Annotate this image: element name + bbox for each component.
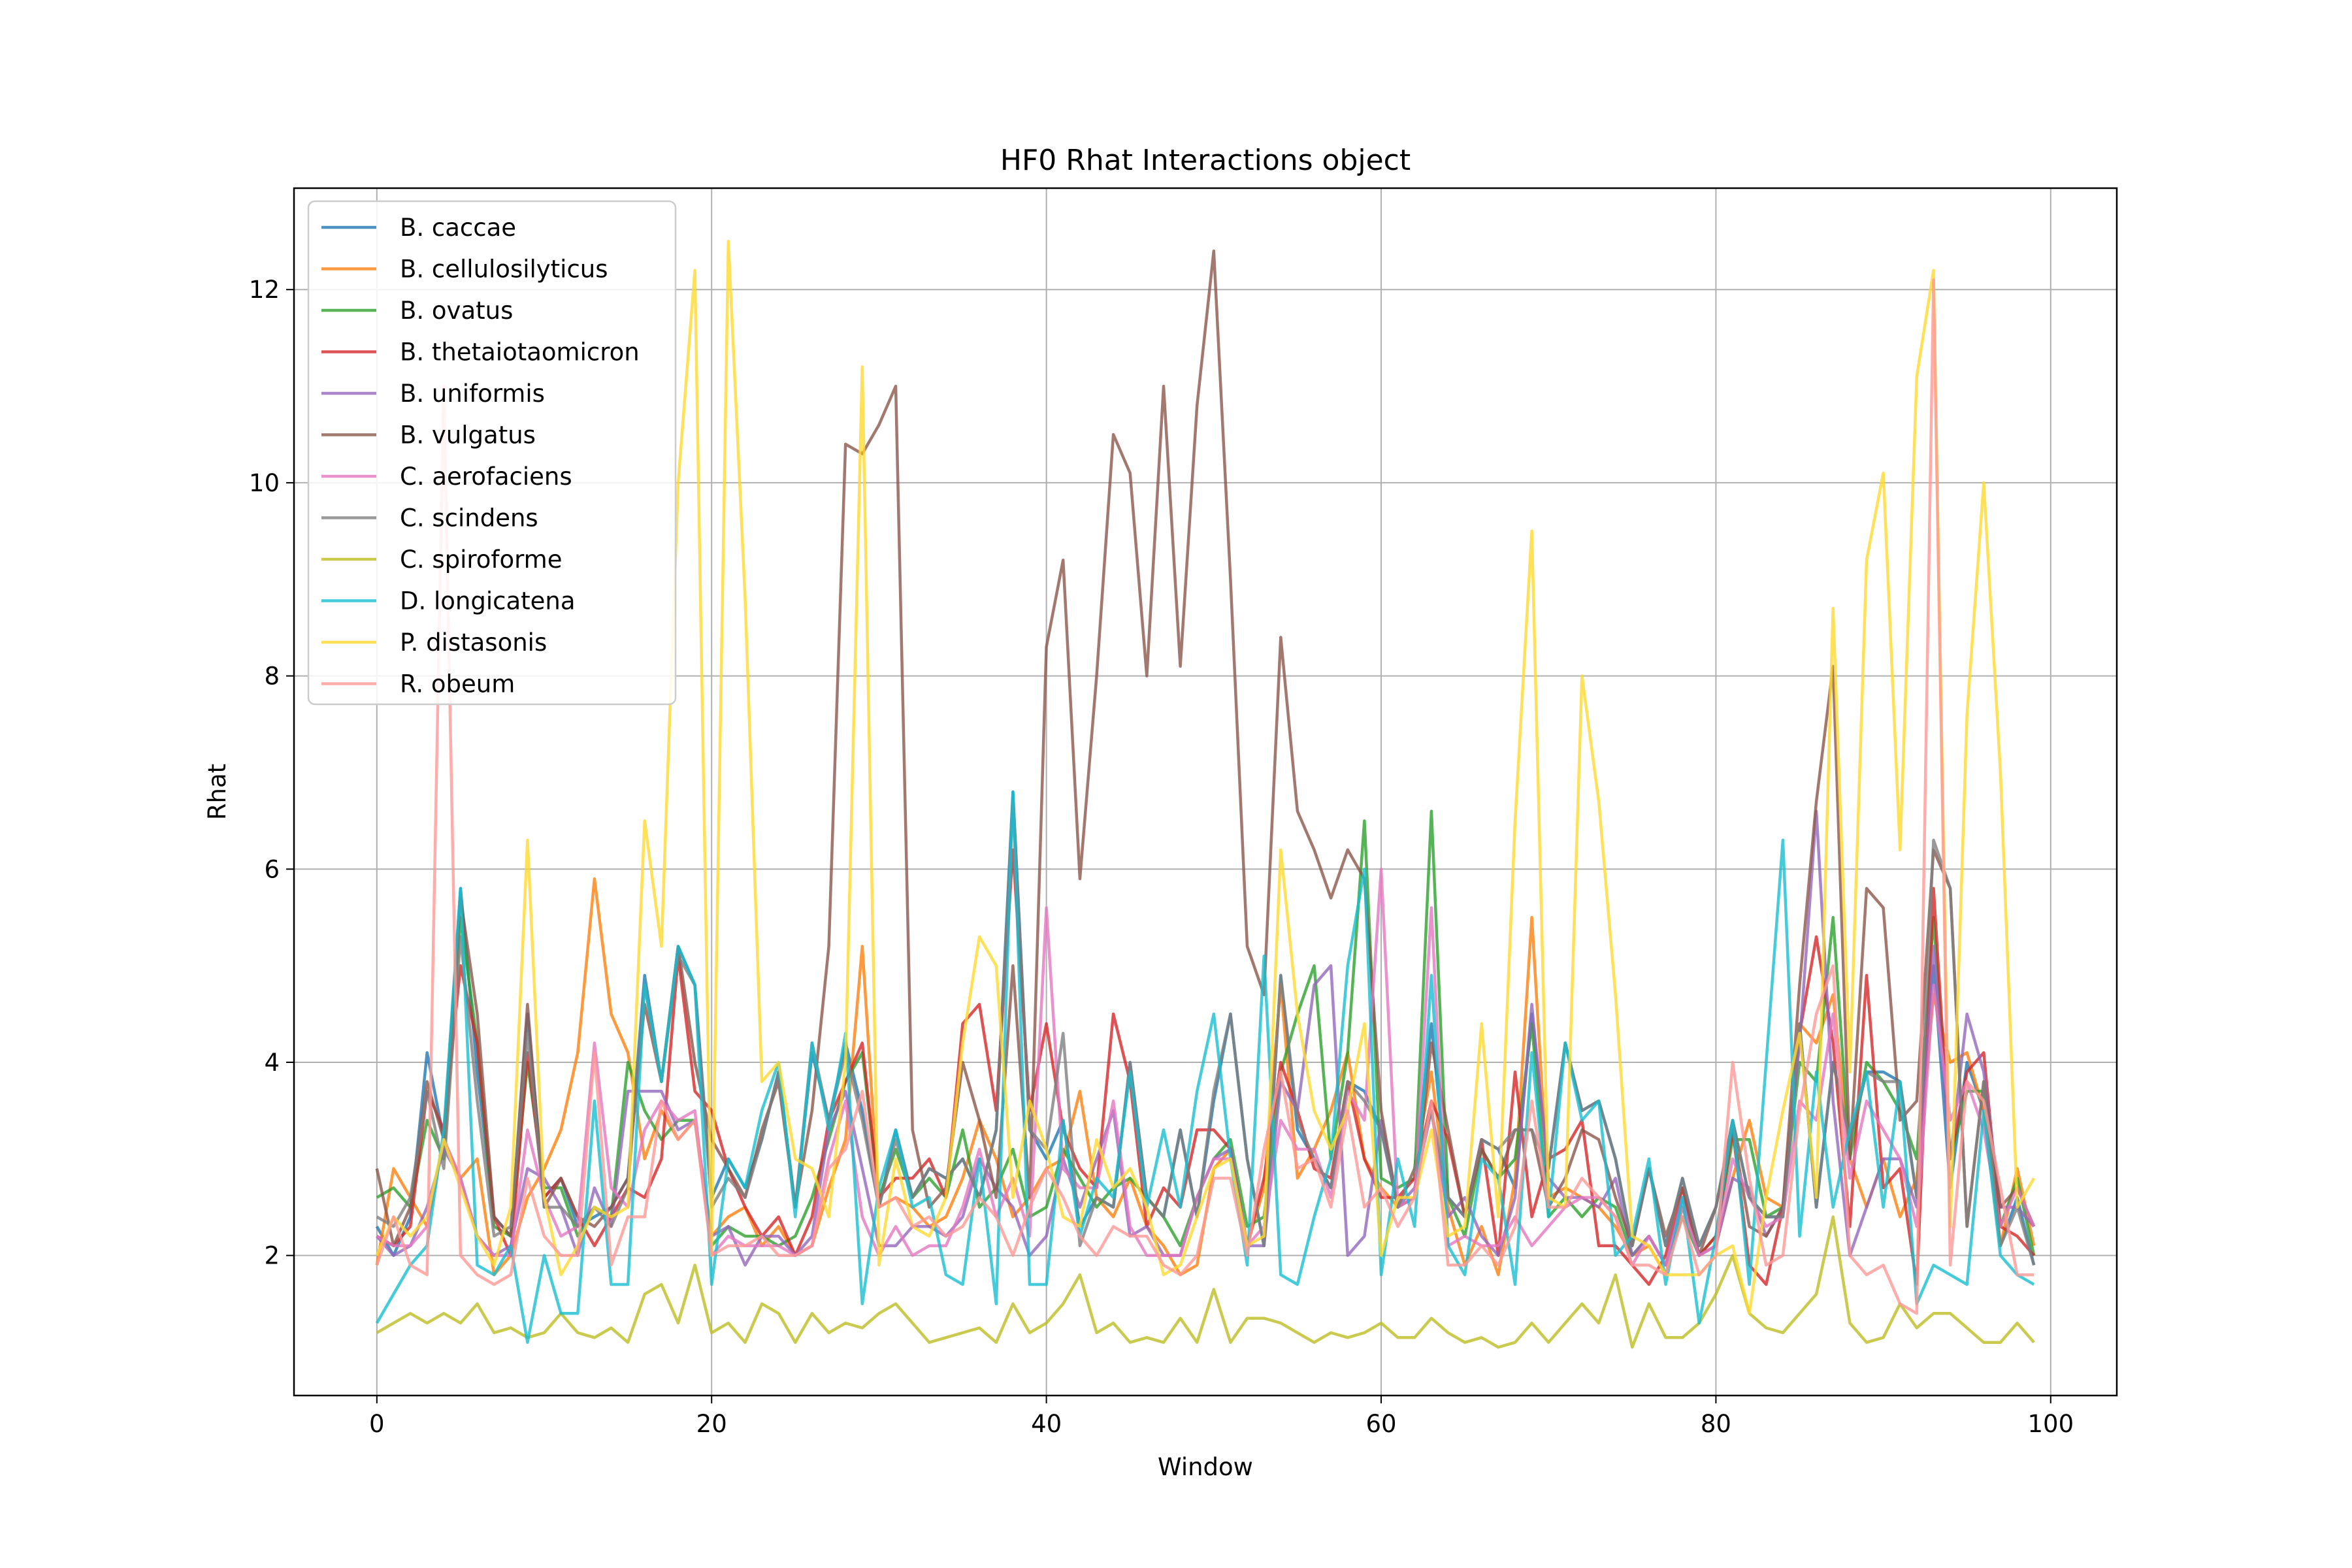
y-axis-ticks: 2 4 6 8 10 12 [249,276,294,1270]
legend-label-b-ovatus: B. ovatus [400,297,513,325]
y-tick-label: 8 [264,662,280,691]
x-tick-label: 40 [1031,1410,1062,1438]
chart-title: HF0 Rhat Interactions object [1000,144,1411,177]
series-line-d-longicatena [375,790,2035,1344]
legend: B. caccae B. cellulosilyticus B. ovatus B. … [307,200,677,706]
legend-label-b-vulgatus: B. vulgatus [400,421,536,449]
x-tick-label: 60 [1365,1410,1396,1438]
legend-label-b-cellulosilyticus: B. cellulosilyticus [400,255,608,284]
series-line-r-obeum [375,278,2034,1315]
y-tick-label: 4 [264,1049,280,1077]
x-tick-label: 80 [1701,1410,1731,1438]
series-line-b-thetaiotaomicron [376,848,2035,1286]
legend-label-b-caccae: B. caccae [400,214,516,242]
legend-label-r-obeum: R. obeum [400,670,515,698]
x-tick-label: 20 [696,1410,727,1438]
legend-label-b-thetaiotaomicron: B. thetaiotaomicron [400,338,640,367]
y-tick-label: 10 [249,469,280,497]
series-line-c-spiroforme [376,1215,2035,1349]
legend-label-c-spiroforme: C. spiroforme [400,546,562,574]
legend-entries: B. caccae B. cellulosilyticus B. ovatus B. … [321,214,640,698]
x-tick-label: 0 [369,1410,385,1438]
y-tick-label: 2 [264,1242,280,1270]
series-lines [375,240,2036,1349]
x-tick-label: 100 [2027,1410,2074,1438]
y-tick-label: 6 [264,855,280,883]
legend-label-c-aerofaciens: C. aerofaciens [400,463,572,491]
x-axis-label: Window [1158,1453,1253,1481]
series-line-b-vulgatus [375,249,2036,1257]
legend-label-b-uniformis: B. uniformis [400,380,545,408]
y-tick-label: 12 [249,276,280,304]
series-line-p-distasonis [375,240,2036,1315]
legend-label-c-scindens: C. scindens [400,504,538,532]
legend-label-p-distasonis: P. distasonis [400,629,547,657]
y-axis-label: Rhat [203,764,231,820]
x-axis-ticks: 0 20 40 60 80 100 [369,1396,2074,1438]
legend-box [307,200,677,706]
series-line-c-aerofaciens [376,868,2036,1267]
axes-frame [293,187,2118,1397]
legend-label-d-longicatena: D. longicatena [400,587,576,615]
